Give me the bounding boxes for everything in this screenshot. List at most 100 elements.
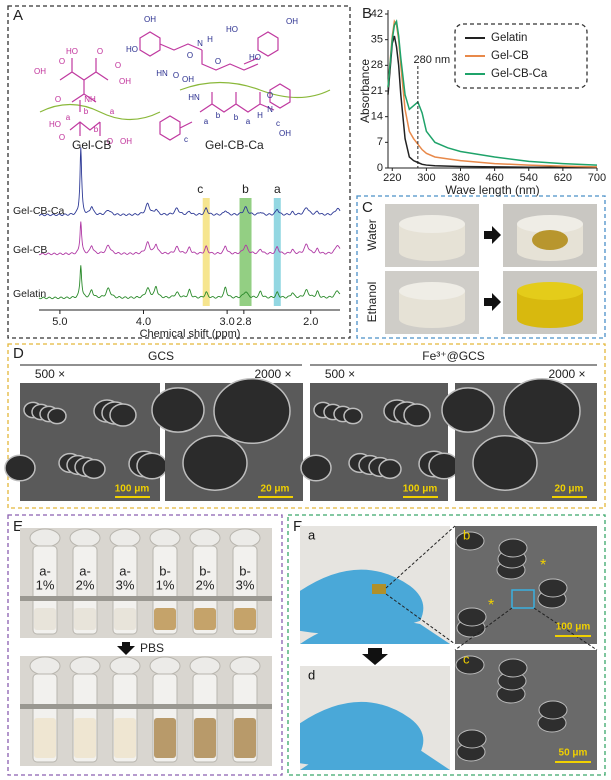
arrow: [117, 642, 135, 655]
structure-bond: [199, 92, 275, 113]
structure-atom: O: [267, 91, 273, 100]
structure-bond: [179, 81, 331, 99]
vial-cap: [29, 656, 61, 676]
sem-pore: [441, 387, 495, 433]
vial-cap: [229, 656, 261, 676]
sem-pore: [538, 578, 568, 598]
y-tick-label: 14: [371, 111, 383, 123]
panel-label: A: [13, 7, 23, 24]
sem-pore: [498, 658, 528, 678]
sample-cylinder: [517, 291, 583, 328]
vial-label: a-: [79, 563, 91, 578]
sem-pore: [151, 387, 205, 433]
sub-label: d: [308, 667, 315, 682]
vial-sample: [234, 608, 256, 630]
structure-atom: c: [184, 135, 188, 144]
vial-cap: [109, 528, 141, 548]
vial-sample: [154, 718, 176, 758]
structure-name: Gel-CB-Ca: [205, 138, 264, 152]
structure-atom: N: [267, 105, 273, 114]
structure-bond: [159, 83, 291, 141]
sem-pore: [498, 538, 528, 558]
panel-c-frame: [356, 195, 606, 339]
panel-label: D: [13, 345, 24, 362]
vial-label: b-: [199, 563, 211, 578]
vial-sample: [114, 718, 136, 758]
sample-top: [517, 215, 583, 233]
glove: [300, 569, 450, 644]
vial-cap: [189, 528, 221, 548]
photo: [20, 656, 272, 766]
magnification: 2000 ×: [548, 367, 585, 381]
structure-atom: HO: [226, 25, 238, 34]
vial-label: 1%: [36, 577, 55, 592]
y-tick-label: 42: [371, 8, 383, 20]
vial-cap: [109, 656, 141, 676]
x-tick-label: 4.0: [136, 316, 151, 328]
structure-atom: OH: [279, 129, 291, 138]
zoom-box: [511, 589, 535, 609]
sub-label: c: [463, 651, 470, 666]
vial-label: 1%: [156, 577, 175, 592]
sem-pore: [403, 403, 431, 427]
scale-bar-label: 20 μm: [261, 484, 290, 495]
structure-bond: [139, 31, 259, 71]
sem-pore: [213, 377, 291, 445]
vial-sample: [34, 718, 56, 758]
mark: *: [540, 557, 546, 574]
structure-atom: b: [94, 125, 99, 134]
structure-atom: OH: [144, 15, 156, 24]
magnification: 2000 ×: [254, 367, 291, 381]
structure-atom: a: [246, 117, 251, 126]
x-tick-label: 3.0: [219, 316, 234, 328]
structure-atom: a: [110, 107, 115, 116]
structure-atom: HN: [188, 93, 200, 102]
sem-image: [310, 383, 448, 501]
structure-atom: NH: [84, 95, 96, 104]
sem-pore: [4, 454, 36, 482]
x-tick-label: 620: [554, 172, 572, 184]
legend-label: Gel-CB-Ca: [491, 68, 548, 80]
structure-name: Gel-CB: [72, 138, 111, 152]
sem-pore: [455, 655, 485, 675]
sem-pore: [136, 452, 168, 480]
y-tick-label: 28: [371, 59, 383, 71]
structure-bond: [59, 58, 109, 103]
group-label: GCS: [148, 349, 174, 363]
row-label: Ethanol: [365, 282, 379, 323]
x-axis-label: Chemical shift (ppm): [140, 328, 241, 340]
panel-e-frame: [7, 514, 283, 776]
arrow: [362, 648, 388, 665]
legend-label: Gelatin: [491, 32, 527, 44]
sample-top: [399, 215, 465, 233]
structure-atom: HN: [156, 69, 168, 78]
y-tick-label: 21: [371, 85, 383, 97]
vial-cap: [149, 528, 181, 548]
sem-pore: [378, 458, 402, 480]
vial-sample: [154, 608, 176, 630]
sem-pore: [343, 407, 363, 425]
vial-label: 2%: [76, 577, 95, 592]
legend-frame: [454, 23, 588, 89]
structure-atom: O: [115, 61, 121, 70]
structure-atom: H: [257, 111, 263, 120]
structure-atom: HO: [249, 53, 261, 62]
panel-label: E: [13, 518, 23, 535]
panel-f-frame: [287, 514, 606, 776]
sem-pore: [457, 607, 487, 627]
vial-label: 3%: [116, 577, 135, 592]
vial-label: 3%: [236, 577, 255, 592]
x-tick-label: 540: [520, 172, 538, 184]
sem-pore: [182, 435, 248, 491]
row-label: Water: [365, 219, 379, 251]
spectrum-label: Gel-CB-Ca: [13, 205, 65, 217]
sample: [372, 584, 386, 594]
vial-sample: [74, 718, 96, 758]
sub-label: a: [308, 527, 316, 542]
structure-atom: b: [216, 111, 221, 120]
x-tick-label: 460: [485, 172, 503, 184]
sem-pore: [82, 458, 106, 480]
sub-label: b: [463, 527, 470, 542]
spectrum-label: Gel-CB: [13, 244, 47, 256]
step-label: PBS: [140, 641, 164, 655]
